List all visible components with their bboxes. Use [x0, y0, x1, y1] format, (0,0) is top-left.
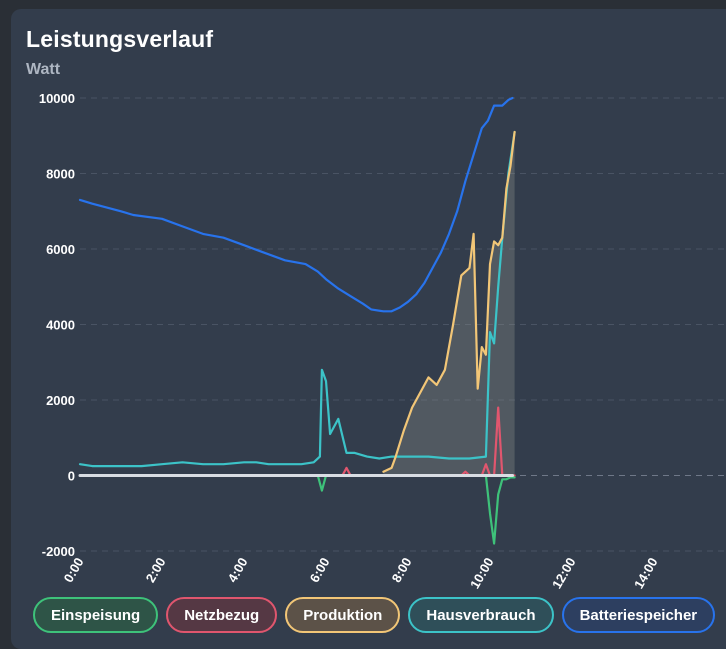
chart-card: [11, 9, 726, 649]
chart-title: Leistungsverlauf: [26, 26, 214, 52]
legend-item-einspeisung[interactable]: Einspeisung: [33, 597, 159, 633]
chart-unit-label: Watt: [26, 61, 61, 78]
production-area: [383, 132, 515, 476]
x-tick-label: 14:00: [631, 555, 661, 591]
y-tick-label: -2000: [42, 544, 75, 559]
legend-item-batteriespeicher[interactable]: Batteriespeicher: [561, 597, 716, 633]
series-line-hausverbrauch: [78, 130, 516, 468]
x-tick-label: 12:00: [549, 555, 579, 591]
x-tick-label: 10:00: [467, 555, 497, 591]
x-tick-label: 0:00: [61, 555, 87, 585]
y-tick-label: 2000: [46, 393, 75, 408]
y-tick-label: 10000: [39, 91, 75, 106]
y-tick-label: 8000: [46, 167, 75, 182]
series-line-einspeisung: [78, 474, 516, 545]
y-tick-label: 4000: [46, 318, 75, 333]
x-tick-label: 4:00: [225, 555, 251, 585]
x-tick-label: 6:00: [307, 555, 333, 585]
legend-item-produktion[interactable]: Produktion: [285, 597, 401, 633]
legend-item-hausverbrauch[interactable]: Hausverbrauch: [408, 597, 554, 633]
x-tick-label: 2:00: [143, 555, 169, 585]
x-tick-label: 8:00: [389, 555, 415, 585]
y-tick-label: 6000: [46, 242, 75, 257]
y-tick-label: 0: [68, 469, 75, 484]
legend-item-netzbezug[interactable]: Netzbezug: [166, 597, 278, 633]
chart-legend: Einspeisung Netzbezug Produktion Hausverbra…: [33, 597, 716, 633]
series-line-produktion: [382, 130, 516, 473]
series-line-batteriespeicher: [78, 96, 514, 313]
